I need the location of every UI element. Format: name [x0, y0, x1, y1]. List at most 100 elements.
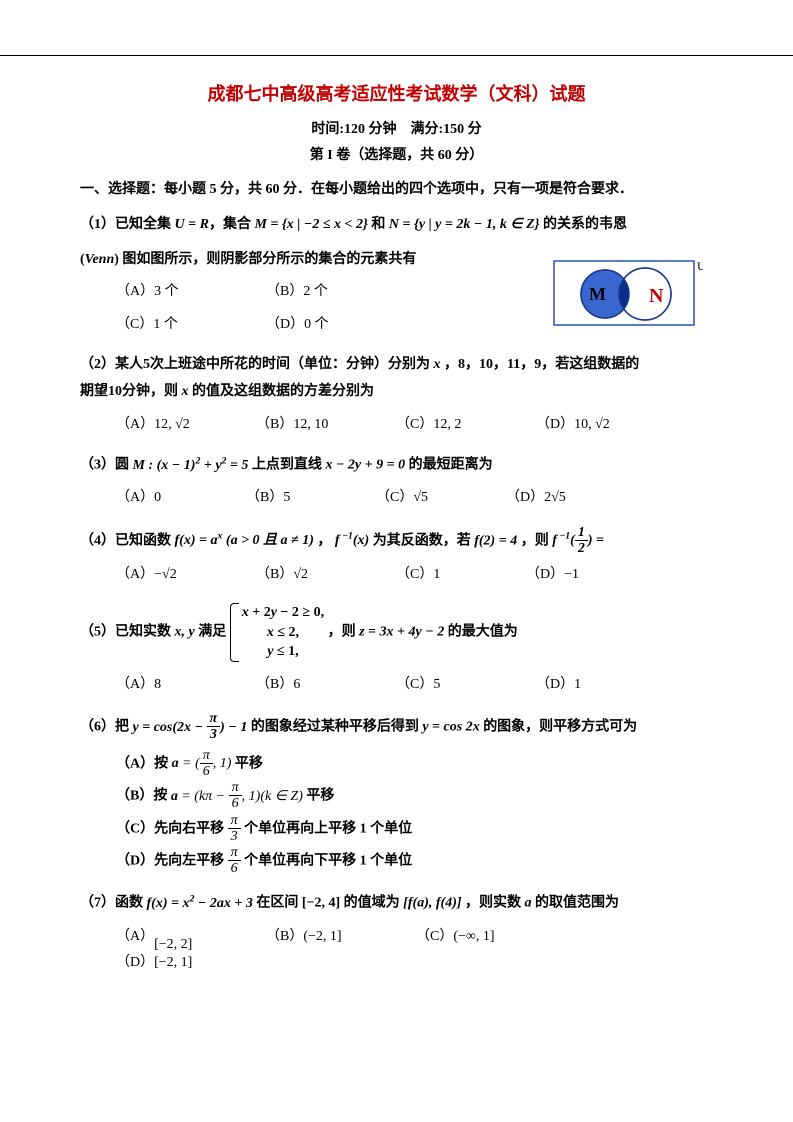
q7-choice-d: （D）[−2, 1]: [116, 950, 236, 977]
q6-y2: y = cos 2x: [422, 720, 479, 735]
q7-avar: a: [525, 896, 532, 911]
q1-choice-a: （A）3 个: [116, 279, 236, 306]
q7-a: （7）函数: [80, 896, 147, 911]
section-label: 第 I 卷（选择题，共 60 分）: [80, 144, 713, 164]
q5-choice-d: （D）1: [536, 672, 646, 699]
q4-finvhalf: f −1(12) =: [552, 533, 604, 548]
venn-u-label: U: [697, 259, 703, 273]
q5-choice-a: （A）8: [116, 672, 226, 699]
section1-instructions: 一、选择题：每小题 5 分，共 60 分．在每小题给出的四个选项中，只有一项是符…: [80, 178, 713, 198]
question-3: （3）圆 M : (x − 1)2 + y2 = 5 上点到直线 x − 2y …: [80, 452, 713, 512]
q3-c: 的最短距离为: [405, 458, 493, 473]
q3-line: x − 2y + 9 = 0: [325, 458, 405, 473]
q4-b: ，: [314, 533, 335, 548]
q2-choice-a: （A）12, √2: [116, 412, 226, 439]
q5-system: x + 2y − 2 ≥ 0, x ≤ 2, y ≤ 1,: [230, 603, 324, 662]
q5-choice-b: （B）6: [256, 672, 366, 699]
q6-choice-b: （B）按 a = (kπ − π6, 1)(k ∈ Z) 平移: [116, 781, 713, 811]
q4-choice-c: （C）1: [396, 562, 496, 589]
q3-circle: M : (x − 1)2 + y2 = 5: [133, 458, 249, 473]
q3-choices: （A）0 （B）5 （C）√5 （D）2√5: [116, 485, 713, 512]
q5-b: 满足: [195, 625, 227, 640]
q4-finv: f −1(x): [335, 533, 369, 548]
q7-choice-b: （B）(−2, 1]: [266, 924, 386, 951]
q2-choice-c: （C）12, 2: [396, 412, 506, 439]
question-6: （6）把 y = cos(2x − π3) − 1 的图象经过某种平移后得到 y…: [80, 712, 713, 876]
q6-c: 的图象，则平移方式可为: [480, 720, 638, 735]
q5-xy: x, y: [175, 625, 195, 640]
q2-choice-b: （B）12, 10: [256, 412, 366, 439]
q1-u: U = R: [171, 217, 209, 232]
q5-choices: （A）8 （B）6 （C）5 （D）1: [116, 672, 713, 699]
q1-mset: M = {x | −2 ≤ x < 2}: [254, 217, 367, 232]
q6-a: （6）把: [80, 720, 133, 735]
question-2: （2）某人5次上班途中所花的时间（单位：分钟）分别为 x ，8，10，11，9，…: [80, 352, 713, 438]
q6-y1: y = cos(2x − π3) − 1: [133, 720, 248, 735]
q7-fdef: f(x) = x2 − 2ax + 3: [147, 896, 253, 911]
exam-title: 成都七中高级高考适应性考试数学（文科）试题: [80, 80, 713, 106]
q5-a: （5）已知实数: [80, 625, 175, 640]
q1-m2: 和: [368, 217, 389, 232]
time-score: 时间:120 分钟 满分:150 分: [80, 118, 713, 138]
q4-choice-d: （D）−1: [526, 562, 626, 589]
q4-choice-a: （A）−√2: [116, 562, 226, 589]
q1-prefix: （1）已知全集: [80, 217, 171, 232]
q7-choice-c: （C）(−∞, 1]: [416, 924, 536, 951]
q6-choices: （A）按 a = (π6, 1) 平移 （B）按 a = (kπ − π6, 1…: [116, 749, 713, 877]
q3-choice-d: （D）2√5: [506, 485, 606, 512]
q1-line1: （1）已知全集 U = R，集合 M = {x | −2 ≤ x < 2} 和 …: [80, 217, 627, 232]
q4-bold: 反函数: [401, 533, 443, 548]
q4-a: （4）已知函数: [80, 533, 175, 548]
venn-m-label: M: [589, 284, 606, 304]
venn-diagram: U M N: [553, 258, 703, 330]
q1-choice-c: （C）1 个: [116, 312, 236, 339]
q5-sys-l2: x ≤ 2,: [242, 623, 324, 643]
q6-choice-c: （C）先向右平移 π3 个单位再向上平移 1 个单位: [116, 814, 713, 844]
q2-choices: （A）12, √2 （B）12, 10 （C）12, 2 （D）10, √2: [116, 412, 713, 439]
q3-choice-a: （A）0: [116, 485, 216, 512]
q6-choice-d: （D）先向左平移 π6 个单位再向下平移 1 个单位: [116, 846, 713, 876]
q2-l2a: 期望10分钟，则: [80, 384, 182, 399]
q4-e: ，则: [517, 533, 552, 548]
venn-n-label: N: [649, 285, 664, 307]
q4-choice-b: （B）√2: [256, 562, 366, 589]
venn-svg: U M N: [553, 258, 703, 330]
q7-c: 的值域为: [340, 896, 403, 911]
q1-m1: ，集合: [209, 217, 255, 232]
q3-choice-c: （C）√5: [376, 485, 476, 512]
q2-l1a: （2）某人5次上班途中所花的时间（单位：分钟）分别为: [80, 357, 434, 372]
q5-z: z = 3x + 4y − 2: [359, 625, 444, 640]
q2-l1c: ，8，10，11，9，若这组数据的: [441, 357, 640, 372]
venn-word: Venn: [85, 252, 115, 267]
q7-range: [f(a), f(4)]: [403, 896, 461, 911]
q4-choices: （A）−√2 （B）√2 （C）1 （D）−1: [116, 562, 713, 589]
q2-x2: x: [182, 384, 189, 399]
q3-b: 上点到直线: [248, 458, 325, 473]
q2-x1: x: [434, 357, 441, 372]
q5-d: 的最大值为: [444, 625, 518, 640]
q2-line2: 期望10分钟，则 x 的值及这组数据的方差分别为: [80, 379, 713, 406]
q5-sys-l3: y ≤ 1,: [242, 642, 324, 662]
q4-c: 为其: [369, 533, 401, 548]
q7-b: 在区间: [253, 896, 302, 911]
q7-int: [−2, 4]: [302, 896, 340, 911]
q1-choice-b: （B）2 个: [266, 279, 386, 306]
q5-sys-l1: x + 2y − 2 ≥ 0,: [242, 603, 324, 623]
question-4: （4）已知函数 f(x) = ax (a > 0 且 a ≠ 1) ， f −1…: [80, 526, 713, 589]
q6-choice-a: （A）按 a = (π6, 1) 平移: [116, 749, 713, 779]
q6-b: 的图象经过某种平移后得到: [247, 720, 422, 735]
q7-e: 的取值范围为: [532, 896, 620, 911]
q1-suf1: 的关系的韦恩: [540, 217, 628, 232]
q3-a: （3）圆: [80, 458, 133, 473]
q4-d: ，若: [443, 533, 475, 548]
q5-choice-c: （C）5: [396, 672, 506, 699]
q7-choices: （A）[−2, 2] （B）(−2, 1] （C）(−∞, 1] （D）[−2,…: [116, 924, 713, 977]
q2-l2c: 的值及这组数据的方差分别为: [189, 384, 375, 399]
q2-choice-d: （D）10, √2: [536, 412, 646, 439]
q4-f2: f(2) = 4: [474, 533, 517, 548]
exam-page: 成都七中高级高考适应性考试数学（文科）试题 时间:120 分钟 满分:150 分…: [0, 0, 793, 1031]
question-7: （7）函数 f(x) = x2 − 2ax + 3 在区间 [−2, 4] 的值…: [80, 890, 713, 976]
q7-d: ，则实数: [462, 896, 525, 911]
q1-nset: N = {y | y = 2k − 1, k ∈ Z}: [389, 217, 540, 232]
q5-c: ，则: [328, 625, 360, 640]
